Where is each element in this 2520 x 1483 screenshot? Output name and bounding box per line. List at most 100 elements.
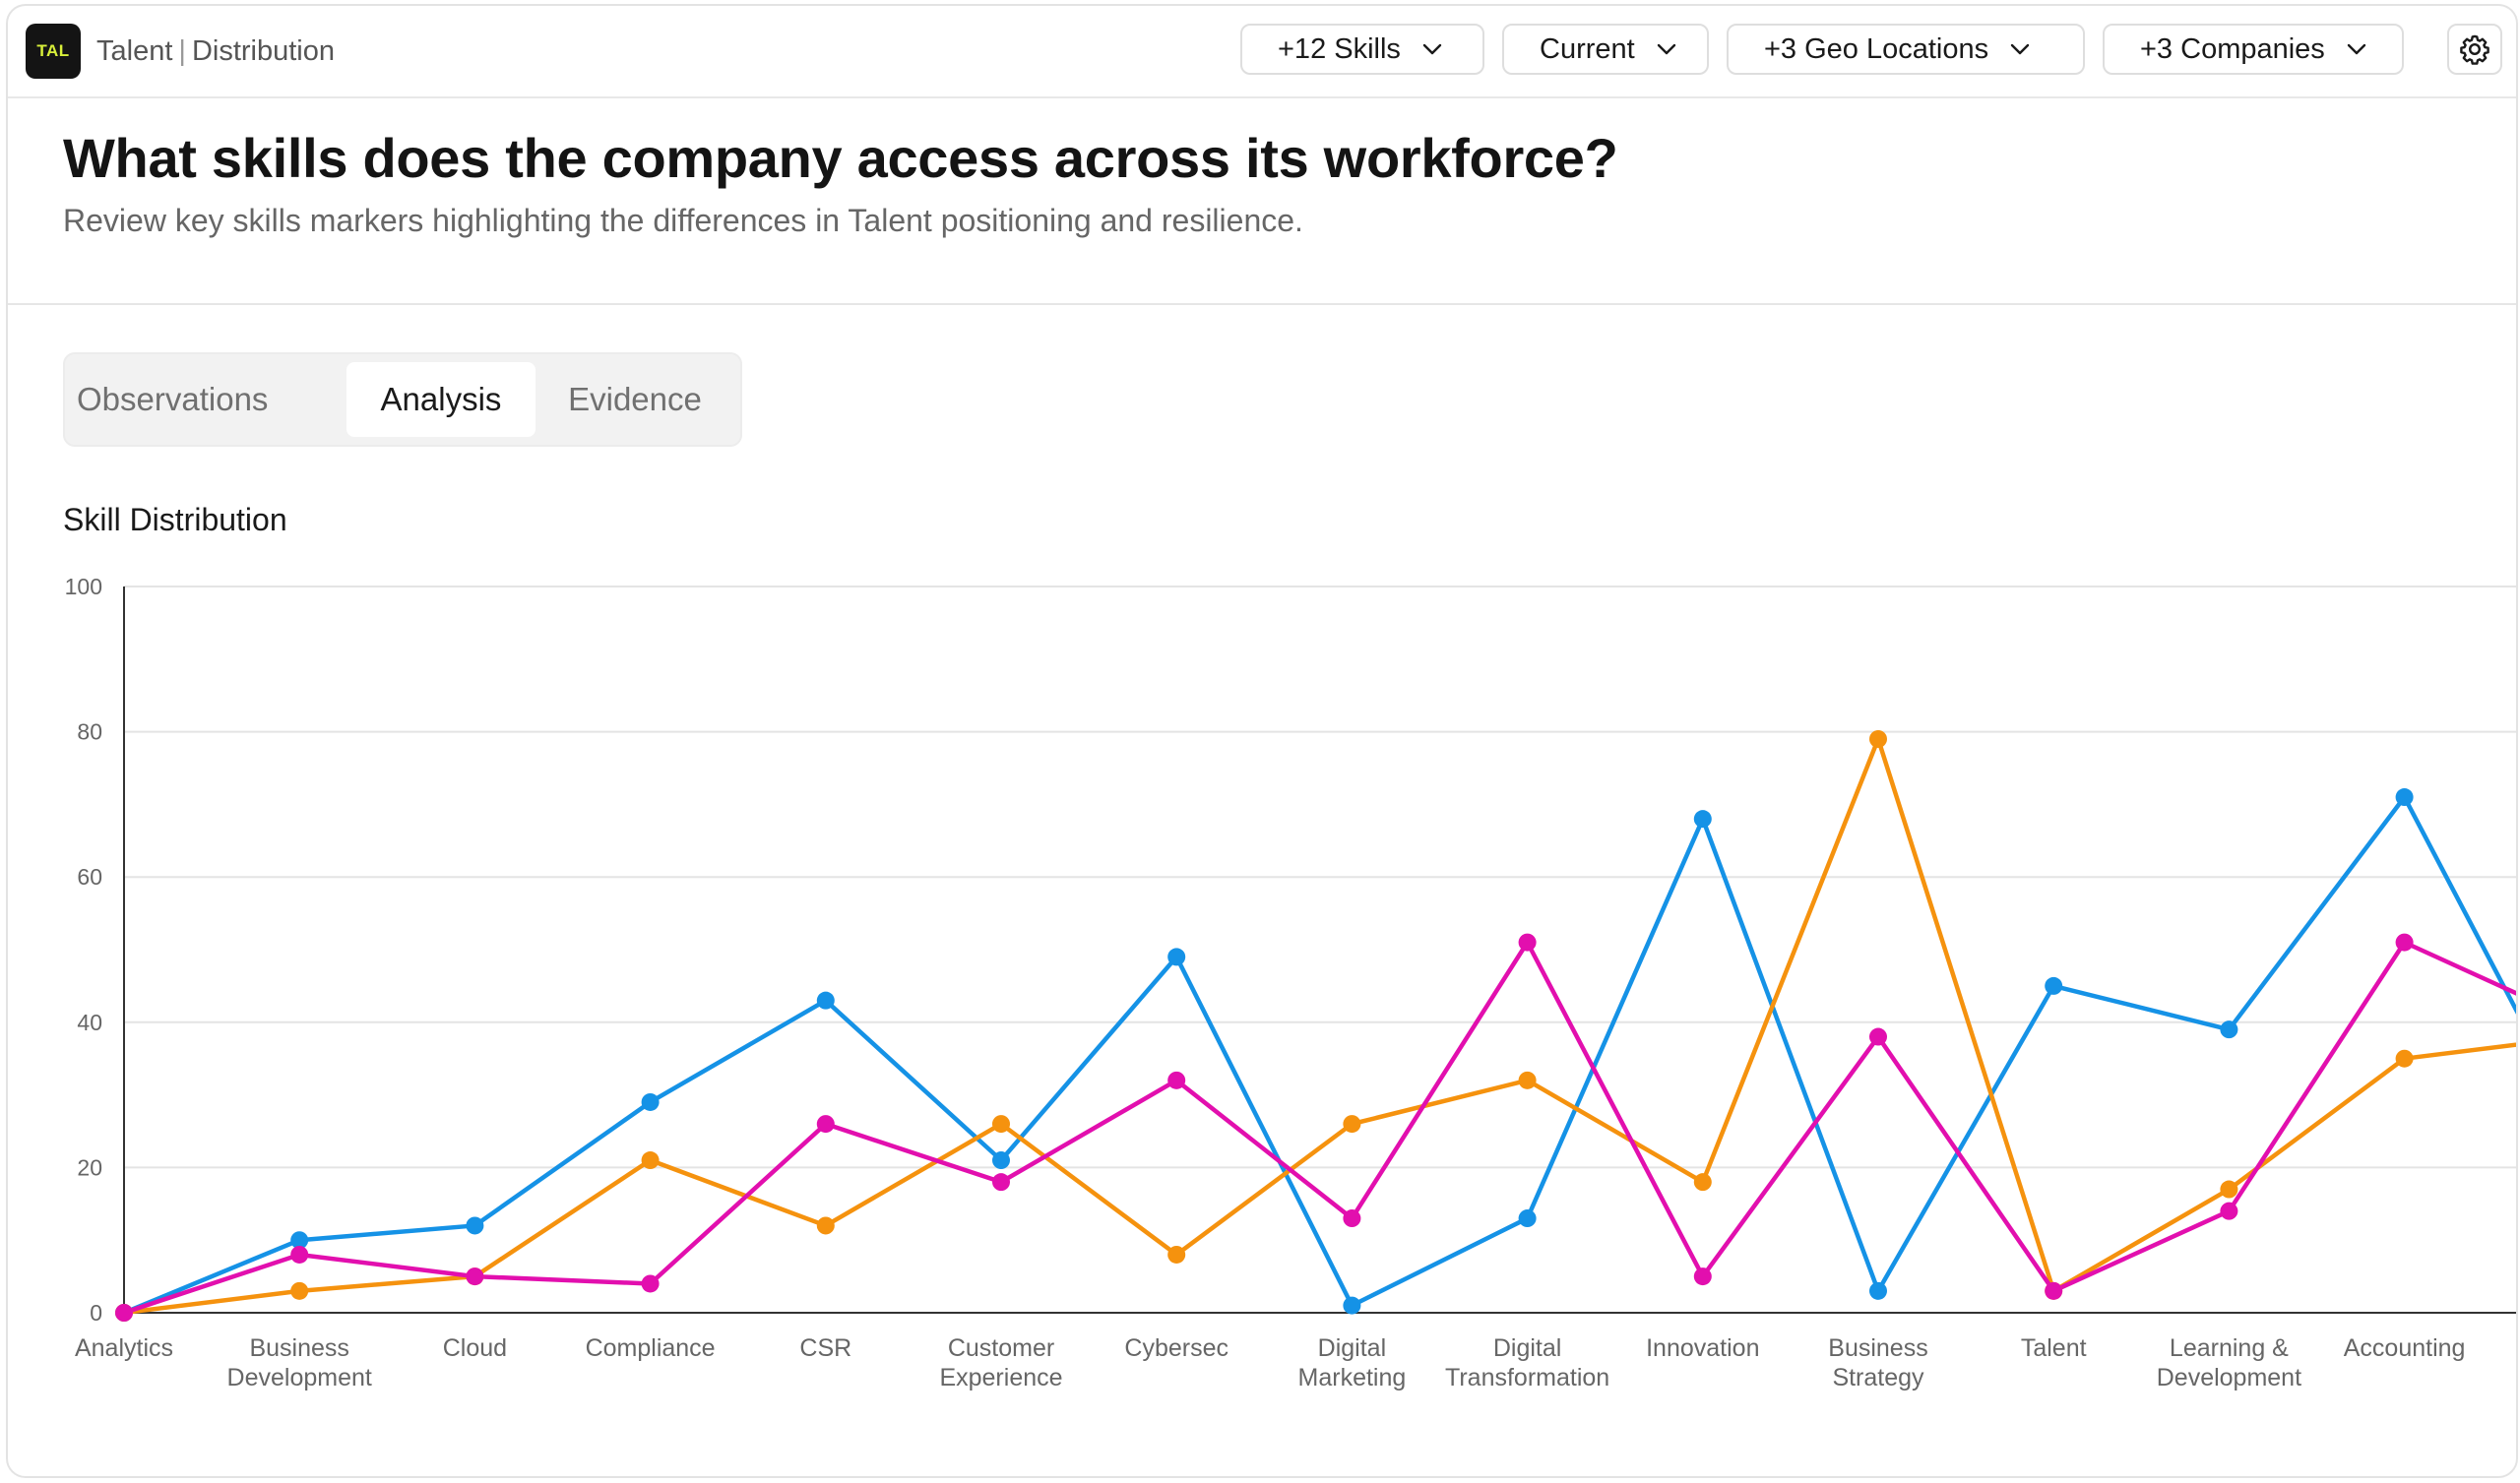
tab-observations[interactable]: Observations <box>77 381 269 417</box>
data-point[interactable] <box>1869 1027 1887 1046</box>
period-filter-label: Current <box>1540 32 1635 65</box>
data-point[interactable] <box>290 1231 309 1250</box>
x-tick-label: Development <box>227 1364 372 1391</box>
data-point[interactable] <box>992 1115 1010 1134</box>
x-tick-label: Development <box>2157 1364 2301 1391</box>
x-tick-label: Innovation <box>1646 1334 1759 1362</box>
y-tick-label: 60 <box>77 864 102 890</box>
data-point[interactable] <box>1693 810 1712 829</box>
x-tick-label: Learning & <box>2170 1334 2289 1362</box>
data-point[interactable] <box>641 1274 660 1293</box>
data-point[interactable] <box>2395 788 2414 807</box>
breadcrumb-app[interactable]: Talent <box>96 35 173 67</box>
x-tick-label: Digital <box>1318 1334 1386 1362</box>
x-tick-label: Cloud <box>443 1334 507 1362</box>
chevron-down-icon <box>2347 43 2366 55</box>
y-tick-label: 80 <box>77 719 102 745</box>
data-point[interactable] <box>992 1173 1010 1192</box>
skills-filter-dropdown[interactable]: +12 Skills <box>1240 24 1484 75</box>
x-tick-label: Analytics <box>75 1334 173 1362</box>
x-tick-label: Digital <box>1493 1334 1561 1362</box>
data-point[interactable] <box>1167 1071 1186 1089</box>
geo-filter-label: +3 Geo Locations <box>1764 32 1989 65</box>
page-subtitle: Review key skills markers highlighting t… <box>63 203 1303 238</box>
geo-locations-filter-dropdown[interactable]: +3 Geo Locations <box>1727 24 2085 75</box>
breadcrumb: Talent | Distribution <box>96 35 335 68</box>
x-tick-label: Talent <box>2021 1334 2087 1362</box>
settings-button[interactable] <box>2447 24 2502 75</box>
section-divider <box>8 303 2516 305</box>
data-point[interactable] <box>466 1267 484 1286</box>
data-point[interactable] <box>816 1216 835 1235</box>
data-point[interactable] <box>2220 1180 2238 1199</box>
breadcrumb-separator: | <box>178 35 186 67</box>
top-bar: TAL Talent | Distribution +12 Skills Curre… <box>8 6 2516 98</box>
x-tick-label: Strategy <box>1832 1364 1924 1391</box>
app-window: TAL Talent | Distribution +12 Skills Curre… <box>6 4 2518 1478</box>
x-tick-label: Compliance <box>586 1334 716 1362</box>
y-tick-label: 100 <box>65 574 102 599</box>
chart-title: Skill Distribution <box>63 502 287 537</box>
companies-filter-dropdown[interactable]: +3 Companies <box>2103 24 2404 75</box>
x-tick-label: CSR <box>799 1334 851 1362</box>
chart-y-axis: 0 20 40 60 80 100 <box>65 574 125 1326</box>
data-point[interactable] <box>466 1216 484 1235</box>
chevron-down-icon <box>2010 43 2030 55</box>
breadcrumb-page: Distribution <box>191 35 335 67</box>
data-point[interactable] <box>2220 1020 2238 1039</box>
data-point[interactable] <box>115 1304 133 1322</box>
data-point[interactable] <box>816 991 835 1010</box>
data-point[interactable] <box>641 1092 660 1111</box>
chart-series-points <box>115 729 2414 1322</box>
data-point[interactable] <box>2045 976 2063 995</box>
data-point[interactable] <box>2045 1281 2063 1300</box>
data-point[interactable] <box>992 1151 1010 1170</box>
series-line-0 <box>121 794 2516 1316</box>
x-tick-label: Transformation <box>1445 1364 1609 1391</box>
x-tick-label: Business <box>249 1334 348 1362</box>
data-point[interactable] <box>2395 933 2414 952</box>
data-point[interactable] <box>1693 1173 1712 1192</box>
data-point[interactable] <box>1518 1071 1537 1089</box>
x-tick-label: Cybersec <box>1124 1334 1228 1362</box>
page-title: What skills does the company access acro… <box>63 127 1618 189</box>
tab-evidence[interactable]: Evidence <box>568 381 702 417</box>
data-point[interactable] <box>1869 729 1887 748</box>
data-point[interactable] <box>1343 1209 1361 1228</box>
data-point[interactable] <box>641 1151 660 1170</box>
view-tabs: Observations Analysis Evidence <box>63 352 742 447</box>
data-point[interactable] <box>1343 1115 1361 1134</box>
data-point[interactable] <box>1518 1209 1537 1228</box>
data-point[interactable] <box>816 1115 835 1134</box>
data-point[interactable] <box>1518 933 1537 952</box>
x-tick-label: Customer <box>948 1334 1054 1362</box>
y-tick-label: 40 <box>77 1010 102 1035</box>
x-tick-label: Marketing <box>1298 1364 1407 1391</box>
data-point[interactable] <box>2220 1202 2238 1220</box>
data-point[interactable] <box>290 1245 309 1264</box>
skills-filter-label: +12 Skills <box>1278 32 1401 65</box>
data-point[interactable] <box>1167 948 1186 966</box>
data-point[interactable] <box>1693 1267 1712 1286</box>
data-point[interactable] <box>1343 1296 1361 1315</box>
data-point[interactable] <box>1869 1281 1887 1300</box>
x-tick-label: Experience <box>939 1364 1062 1391</box>
data-point[interactable] <box>1167 1245 1186 1264</box>
app-logo[interactable]: TAL <box>26 24 81 79</box>
data-point[interactable] <box>2395 1049 2414 1068</box>
y-tick-label: 20 <box>77 1154 102 1180</box>
chevron-down-icon <box>1657 43 1675 55</box>
x-tick-label: Accounting <box>2344 1334 2466 1362</box>
series-line-2 <box>121 940 2516 1316</box>
y-tick-label: 0 <box>90 1300 102 1326</box>
gear-icon <box>2460 34 2489 65</box>
chart-gridlines <box>124 586 2516 1314</box>
x-tick-label: Business <box>1828 1334 1927 1362</box>
companies-filter-label: +3 Companies <box>2140 32 2325 65</box>
period-filter-dropdown[interactable]: Current <box>1502 24 1709 75</box>
chevron-down-icon <box>1422 43 1442 55</box>
data-point[interactable] <box>290 1281 309 1300</box>
tab-analysis[interactable]: Analysis <box>346 362 536 437</box>
